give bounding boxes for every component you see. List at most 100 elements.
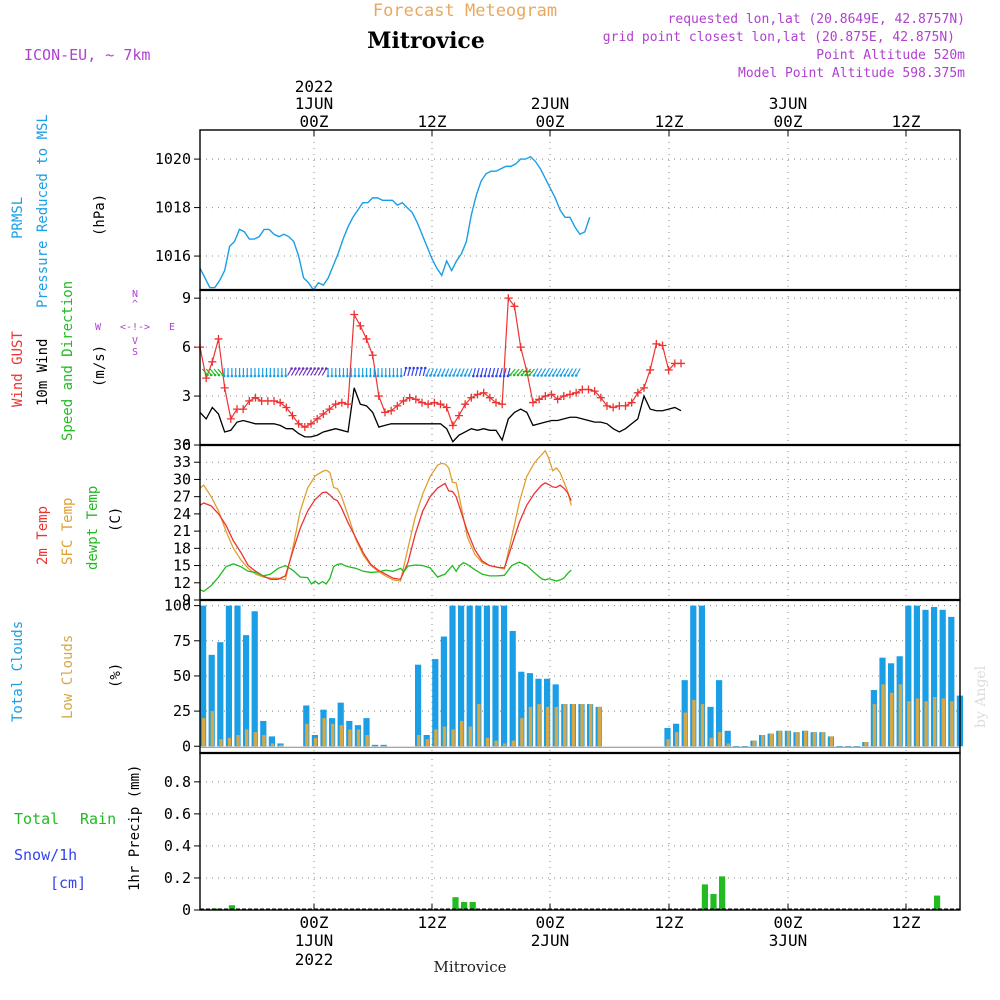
wind-direction-arrow (321, 368, 327, 376)
wind-direction-arrowhead (448, 374, 452, 377)
wind-direction-arrowhead (324, 367, 328, 370)
total-cloud-bar (690, 605, 697, 747)
wind-direction-arrow (541, 368, 547, 376)
low-cloud-bar (709, 737, 713, 747)
wind-gust-point (479, 388, 488, 397)
wind-direction-arrowhead (467, 374, 471, 377)
low-cloud-bar (279, 744, 283, 747)
top-date-label: 3JUN (769, 94, 808, 113)
wind-gust-point (504, 294, 513, 303)
wind-direction-arrowhead (516, 373, 520, 377)
wind-gust-point (220, 383, 229, 392)
clouds-ytick-label: 75 (173, 632, 191, 650)
wind-direction-arrow (306, 368, 312, 376)
wind-direction-arrowhead (230, 374, 234, 378)
temp-ytick-label: 33 (173, 453, 191, 471)
compass-north: N (132, 289, 138, 300)
wind-direction-arrow (310, 368, 316, 376)
wind-gust-point (251, 393, 260, 402)
wind-direction-arrowhead (384, 374, 388, 378)
wind-direction-arrowhead (330, 374, 334, 378)
clouds-ytick-label: 25 (173, 702, 191, 720)
wind-gust-point (276, 398, 285, 407)
temp-ylabel: 2m Temp (35, 506, 51, 565)
low-cloud-bar (339, 725, 343, 747)
wind-direction-arrow (205, 368, 212, 376)
wind-gust-point (584, 385, 593, 394)
wind-gust-point (331, 400, 340, 409)
wind-direction-arrowhead (463, 374, 467, 377)
wind-gust-point (368, 351, 377, 360)
dewpt-ylabel: dewpt Temp (85, 486, 101, 570)
low-cloud-bar (752, 740, 756, 747)
low-cloud-bar (270, 743, 275, 747)
wind-direction-arrow (422, 367, 426, 377)
wind-direction-arrowhead (346, 374, 349, 378)
temp-frame (199, 444, 961, 601)
low-cloud-bar (778, 730, 782, 747)
clouds-unit: (%) (108, 663, 124, 688)
precip-unit: 1hr Precip (mm) (127, 765, 143, 891)
low-cloud-bar (460, 720, 464, 747)
wind-direction-arrowhead (547, 374, 551, 377)
watermark: by Angel (973, 665, 989, 728)
wind-direction-arrowhead (412, 366, 416, 370)
wind-direction-arrowhead (353, 374, 357, 378)
wind-direction-arrowhead (269, 374, 272, 378)
wind-gust-point (294, 419, 303, 428)
wind-gust-point (590, 387, 599, 396)
wind-direction-arrow (213, 368, 220, 376)
wind-direction-arrowhead (372, 374, 376, 378)
low-cloud-bar (546, 706, 550, 747)
total-cloud-bar (931, 607, 938, 747)
low-cloud-bar (520, 718, 524, 747)
low-cloud-bar (872, 704, 877, 747)
total-cloud-bar (268, 736, 275, 747)
low-cloud-bar (511, 740, 515, 747)
total-cloud-bar (225, 605, 232, 747)
wind-direction-arrowhead (349, 374, 353, 378)
wind-direction-arrowhead (404, 366, 408, 370)
total-cloud-bar (466, 605, 473, 747)
compass-east: E (169, 322, 175, 333)
wind-direction-arrow (480, 367, 484, 377)
wind-direction-arrowhead (551, 374, 555, 377)
bottom-station-label: Mitrovice (434, 958, 507, 976)
rain-bar (710, 893, 717, 910)
low-cloud-bar (675, 732, 679, 747)
wind-direction-arrow (217, 368, 224, 376)
model-label: ICON-EU, ~ 7km (24, 46, 150, 64)
low-cloud-bar (322, 718, 326, 747)
total-cloud-bar (458, 605, 465, 747)
wind-gust-point (516, 343, 525, 352)
sfc-temp-ylabel: SFC Temp (60, 498, 76, 565)
grid-point-coords: grid point closest lon,lat (20.875E, 42.… (603, 30, 955, 45)
wind-speed-line (199, 387, 682, 443)
wind-gust-point (350, 310, 359, 319)
wind-direction-arrow (201, 368, 208, 376)
low-cloud-bar (563, 704, 567, 747)
wind-direction-arrowhead (536, 374, 540, 377)
wind-gust-point (633, 388, 642, 397)
low-cloud-bar (950, 701, 954, 747)
wind-direction-arrow (499, 367, 503, 377)
low-cloud-bar (219, 739, 223, 747)
wind-gust-point (541, 392, 550, 401)
low-cloud-bar (485, 737, 490, 747)
low-cloud-bar (907, 701, 911, 747)
wind-direction-arrowhead (567, 374, 570, 377)
low-cloud-bar (227, 737, 232, 747)
station-title: Mitrovice (367, 28, 485, 54)
wind-ytick-label: 0 (182, 436, 191, 454)
product-title: Forecast Meteogram (373, 1, 557, 21)
bottom-time-label: 00Z (300, 913, 329, 932)
wind-gust-point (226, 414, 235, 423)
wind-gust-point (658, 341, 667, 350)
wind-direction-arrow (529, 368, 535, 376)
wind-gust-point (245, 396, 254, 405)
wind-ylabel: 10m Wind (35, 339, 51, 406)
wind-direction-arrowhead (528, 373, 531, 377)
wind-direction-arrowhead (313, 367, 316, 370)
low-cloud-bar (829, 736, 834, 747)
pressure-line (199, 155, 591, 292)
